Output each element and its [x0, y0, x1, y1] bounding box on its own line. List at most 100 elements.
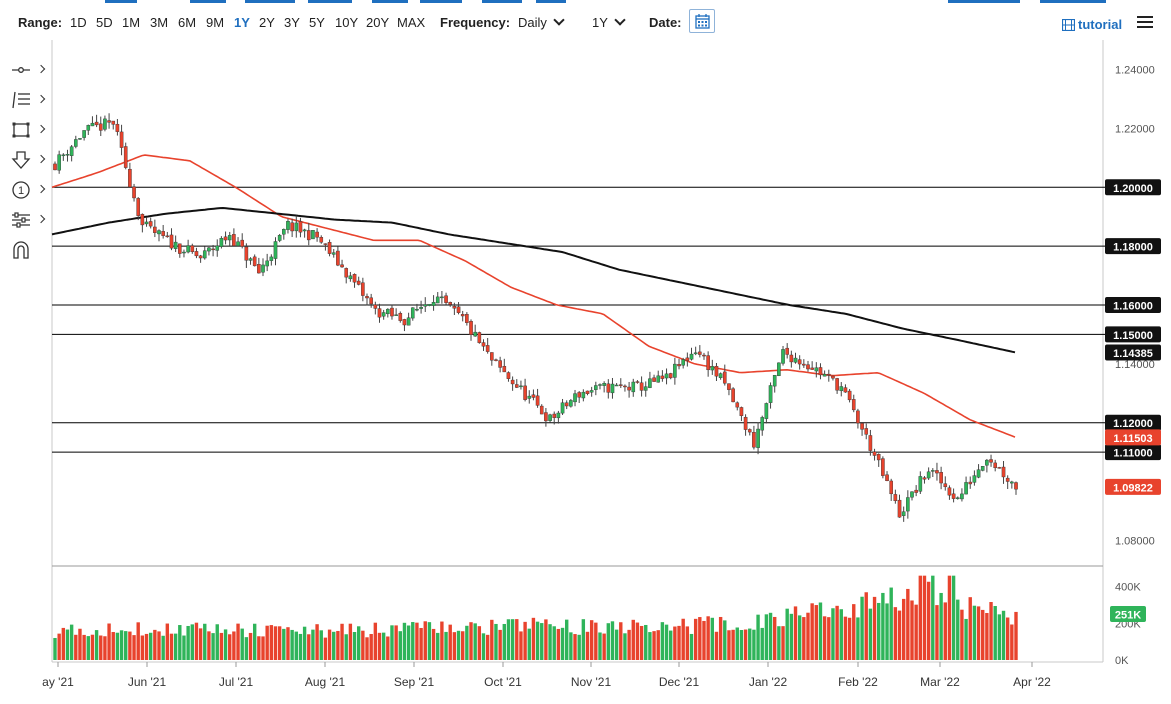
- chevron-down-icon: [614, 14, 626, 26]
- candle: [881, 456, 885, 479]
- rectangle-tool-button[interactable]: [8, 118, 52, 142]
- volume-bar: [506, 619, 511, 660]
- frequency-dropdown[interactable]: Daily: [518, 14, 565, 30]
- volume-bar: [381, 632, 386, 660]
- volume-bar: [440, 621, 444, 660]
- candle-body: [847, 390, 852, 401]
- candle-body: [839, 386, 844, 392]
- candle: [614, 383, 619, 387]
- line-tool-button[interactable]: [8, 58, 52, 82]
- candle-body: [997, 467, 1002, 469]
- candle-body: [693, 352, 698, 355]
- volume-bar: [947, 575, 952, 660]
- range-10y[interactable]: 10Y: [335, 15, 359, 30]
- candle: [789, 350, 794, 368]
- fibonacci-tool-button[interactable]: [8, 88, 52, 112]
- volume-bar: [660, 622, 665, 660]
- range-2y[interactable]: 2Y: [259, 15, 275, 30]
- period-dropdown[interactable]: 1Y: [592, 14, 626, 30]
- candle-body: [739, 407, 744, 417]
- range-max[interactable]: MAX: [397, 15, 426, 30]
- candle: [552, 411, 557, 425]
- range-1m[interactable]: 1M: [122, 15, 141, 30]
- range-6m[interactable]: 6M: [178, 15, 197, 30]
- candle-body: [327, 242, 332, 254]
- volume-bar: [797, 615, 802, 660]
- candle: [1005, 475, 1010, 490]
- x-tick-label: Mar '22: [920, 675, 960, 689]
- candle: [86, 124, 91, 136]
- volume-last-marker: 251K: [1110, 605, 1146, 622]
- volume-bar: [760, 627, 764, 660]
- volume-last-bg: [1110, 605, 1146, 622]
- volume-bar: [356, 626, 361, 660]
- volume-bar: [427, 622, 432, 660]
- candle-body: [82, 130, 86, 138]
- candle: [581, 389, 586, 402]
- date-picker-button[interactable]: [689, 9, 715, 33]
- candle-body: [573, 393, 577, 403]
- candle: [136, 197, 141, 221]
- volume-bar: [153, 629, 157, 660]
- candle-body: [373, 304, 378, 309]
- volume-bar: [689, 633, 694, 660]
- volume-bar: [910, 600, 914, 660]
- volume-bar: [577, 634, 581, 660]
- volume-bar: [336, 630, 340, 660]
- candle: [922, 476, 927, 484]
- range-1y[interactable]: 1Y: [234, 15, 250, 30]
- candle: [569, 398, 573, 408]
- candle-body: [435, 296, 440, 304]
- range-1d[interactable]: 1D: [70, 15, 87, 30]
- volume-bar: [814, 605, 819, 660]
- range-3m[interactable]: 3M: [150, 15, 169, 30]
- range-9m[interactable]: 9M: [206, 15, 225, 30]
- volume-bar: [922, 575, 927, 660]
- volume-bar: [752, 629, 756, 660]
- volume-bar: [282, 628, 286, 660]
- candle: [560, 398, 565, 415]
- range-5y[interactable]: 5Y: [309, 15, 325, 30]
- candle-body: [989, 459, 993, 463]
- hamburger-menu-icon[interactable]: [1137, 16, 1153, 31]
- candle: [111, 120, 116, 130]
- volume-bar: [706, 616, 710, 660]
- arrow-tool-button[interactable]: [8, 148, 52, 172]
- candle: [369, 293, 373, 308]
- candle: [132, 183, 136, 202]
- candle-body: [781, 349, 785, 364]
- price-chart[interactable]: 1.240001.220001.140001.08000400K200K0Kay…: [0, 40, 1171, 704]
- volume-bar: [589, 620, 594, 660]
- range-20y[interactable]: 20Y: [366, 15, 390, 30]
- level-tag-1.18000: 1.18000: [1105, 238, 1161, 255]
- candle-body: [556, 412, 561, 419]
- candle: [519, 380, 523, 390]
- candle-body: [377, 308, 382, 318]
- candle: [481, 339, 486, 351]
- candle-body: [290, 222, 294, 232]
- candle-body: [340, 264, 344, 268]
- range-3y[interactable]: 3Y: [284, 15, 300, 30]
- magnet-button[interactable]: [8, 238, 52, 262]
- candle-body: [643, 386, 648, 391]
- volume-bar: [685, 626, 690, 660]
- candle-body: [764, 403, 769, 419]
- indicator-tool-button[interactable]: [8, 208, 52, 232]
- candle-body: [885, 474, 889, 482]
- candle-body: [111, 120, 116, 125]
- tutorial-link[interactable]: tutorial: [1061, 17, 1122, 32]
- candle: [473, 324, 477, 337]
- candle: [186, 239, 190, 254]
- volume-bar: [198, 628, 203, 660]
- candle: [107, 113, 111, 129]
- candle-body: [74, 139, 78, 147]
- candle-body: [161, 231, 165, 236]
- range-5d[interactable]: 5D: [96, 15, 113, 30]
- volume-bar: [115, 632, 120, 660]
- fibonacci-tool-icon: [12, 91, 30, 109]
- candle-body: [169, 234, 174, 249]
- volume-bar: [656, 630, 660, 660]
- number-marker-button[interactable]: 1: [8, 178, 52, 202]
- x-tick-label: Apr '22: [1013, 675, 1051, 689]
- candle: [173, 235, 178, 253]
